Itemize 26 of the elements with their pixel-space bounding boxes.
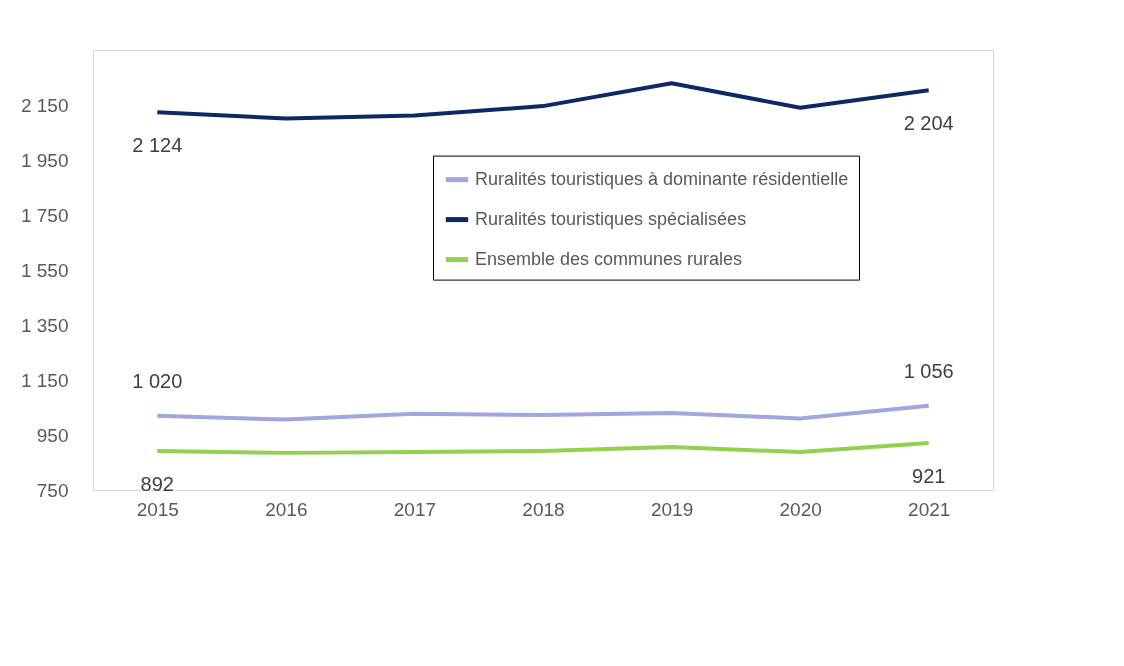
y-tick-label: 1 150 [20, 369, 69, 391]
x-tick-label: 2020 [779, 498, 822, 520]
legend-label: Ruralités touristiques spécialisées [475, 208, 747, 229]
y-tick-label: 750 [36, 479, 69, 501]
data-label: 2 204 [903, 112, 954, 135]
data-label: 2 124 [132, 134, 183, 157]
y-tick-label: 1 750 [20, 204, 69, 226]
data-label: 1 020 [132, 369, 183, 392]
x-tick-label: 2016 [265, 498, 308, 520]
data-label: 921 [912, 464, 946, 487]
y-tick-label: 1 350 [20, 314, 69, 336]
data-label: 1 056 [903, 359, 954, 382]
x-tick-label: 2021 [908, 498, 951, 520]
x-tick-label: 2019 [650, 498, 694, 520]
y-tick-label: 1 550 [20, 259, 69, 281]
line-series [155, 403, 931, 422]
y-tick-label: 1 950 [20, 149, 69, 171]
line-series [155, 440, 931, 455]
legend-label: Ruralités touristiques à dominante résidentielle [475, 168, 849, 189]
y-tick-label: 950 [36, 424, 69, 446]
x-tick-label: 2018 [522, 498, 565, 520]
y-tick-label: 2 150 [20, 94, 69, 116]
x-tick-label: 2017 [393, 498, 437, 520]
data-label: 892 [140, 472, 174, 495]
x-tick-label: 2015 [136, 498, 179, 520]
legend-label: Ensemble des communes rurales [475, 248, 743, 269]
